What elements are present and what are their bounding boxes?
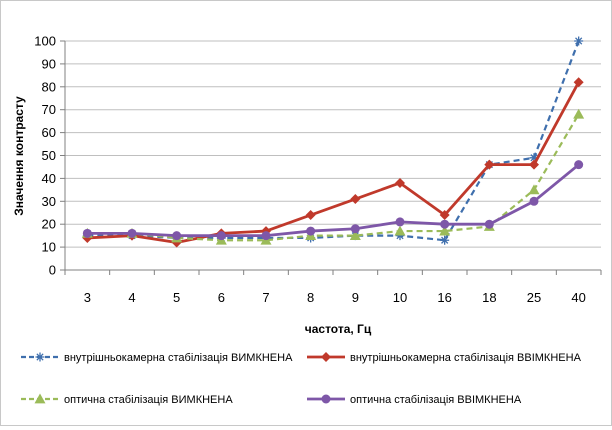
x-tick-label: 16 — [437, 290, 451, 305]
y-tick-label: 70 — [42, 102, 56, 117]
data-point — [321, 394, 331, 404]
x-tick-label: 9 — [352, 290, 359, 305]
series-line — [87, 40, 580, 242]
data-point — [34, 393, 46, 404]
x-tick-label: 4 — [128, 290, 135, 305]
x-tick-label: 8 — [307, 290, 314, 305]
x-tick-labels: 3 4 5 6 7 8 9 10 16 18 25 40 — [84, 290, 586, 305]
legend: внутрішньокамерна стабілізація ВИМКНЕНА в… — [21, 352, 582, 406]
y-tick-label: 50 — [42, 148, 56, 163]
x-tick-label: 18 — [482, 290, 496, 305]
data-point — [350, 194, 361, 205]
legend-item: внутрішньокамерна стабілізація ВВІМКНЕНА — [307, 352, 582, 364]
series-4 — [82, 160, 584, 241]
data-series — [81, 36, 585, 248]
x-tick-label: 25 — [527, 290, 541, 305]
data-point — [261, 231, 271, 241]
legend-label: оптична стабілізація ВИМКНЕНА — [64, 394, 233, 406]
data-point — [528, 184, 540, 195]
y-tick-label: 0 — [49, 263, 56, 278]
series-line — [87, 163, 580, 238]
y-tick-label: 100 — [34, 34, 56, 49]
series-line — [87, 81, 580, 244]
y-tick-label: 80 — [42, 79, 56, 94]
y-axis-title: Значення контрасту — [12, 96, 26, 216]
data-point — [439, 225, 451, 236]
data-point — [321, 352, 331, 362]
data-point — [529, 159, 539, 170]
x-axis-title: частота, Гц — [305, 322, 372, 336]
x-tick-label: 40 — [571, 290, 585, 305]
x-tick-label: 3 — [84, 290, 91, 305]
data-point — [573, 77, 584, 88]
legend-label: внутрішньокамерна стабілізація ВИМКНЕНА — [64, 352, 293, 364]
x-tick-label: 6 — [218, 290, 225, 305]
data-point — [529, 153, 539, 163]
grid-lines — [65, 40, 601, 248]
legend-item: оптична стабілізація ВВІМКНЕНА — [307, 394, 522, 406]
data-point — [82, 228, 92, 238]
series-line — [87, 113, 580, 242]
y-tick-label: 90 — [42, 56, 56, 71]
data-point — [216, 231, 226, 241]
data-point — [439, 210, 450, 221]
data-point — [350, 224, 360, 234]
legend-label: внутрішньокамерна стабілізація ВВІМКНЕНА — [350, 352, 582, 364]
data-point — [395, 231, 405, 241]
data-point — [529, 196, 539, 206]
axes — [60, 40, 602, 275]
y-tick-label: 40 — [42, 171, 56, 186]
data-point — [394, 225, 406, 236]
y-tick-label: 60 — [42, 125, 56, 140]
y-tick-label: 20 — [42, 217, 56, 232]
data-point — [127, 228, 137, 238]
y-tick-label: 30 — [42, 194, 56, 209]
y-tick-label: 10 — [42, 240, 56, 255]
y-tick-labels: 0 10 20 30 40 50 60 70 80 90 100 — [34, 34, 56, 278]
data-point — [306, 226, 316, 236]
data-point — [35, 352, 45, 362]
data-point — [305, 210, 316, 221]
data-point — [349, 230, 361, 241]
data-point — [440, 235, 450, 245]
data-point — [395, 217, 405, 227]
legend-label: оптична стабілізація ВВІМКНЕНА — [350, 394, 522, 406]
legend-item: внутрішньокамерна стабілізація ВИМКНЕНА — [21, 352, 293, 364]
data-point — [574, 160, 584, 170]
data-point — [172, 231, 182, 241]
data-point — [484, 159, 495, 170]
data-point — [395, 177, 405, 188]
x-tick-label: 7 — [262, 290, 269, 305]
x-tick-label: 10 — [393, 290, 407, 305]
data-point — [574, 36, 584, 46]
data-point — [484, 219, 494, 229]
data-point — [573, 108, 585, 119]
legend-item: оптична стабілізація ВИМКНЕНА — [21, 393, 233, 406]
x-tick-label: 5 — [173, 290, 180, 305]
data-point — [440, 219, 450, 229]
